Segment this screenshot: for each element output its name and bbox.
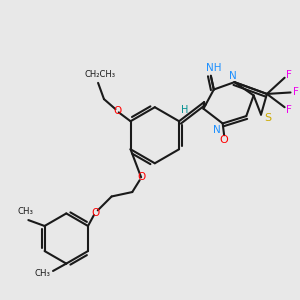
Text: F: F [286,70,292,80]
Text: F: F [293,88,299,98]
Text: O: O [220,135,229,145]
Text: CH₃: CH₃ [17,207,33,216]
Text: S: S [264,112,271,122]
Text: CH₂CH₃: CH₂CH₃ [84,70,115,79]
Text: O: O [91,208,100,218]
Text: NH: NH [206,63,222,73]
Text: CH₃: CH₃ [35,269,51,278]
Text: N: N [229,71,237,81]
Text: N: N [214,125,221,135]
Text: O: O [113,106,122,116]
Text: O: O [137,172,145,182]
Text: H: H [181,105,188,115]
Text: F: F [286,105,292,115]
